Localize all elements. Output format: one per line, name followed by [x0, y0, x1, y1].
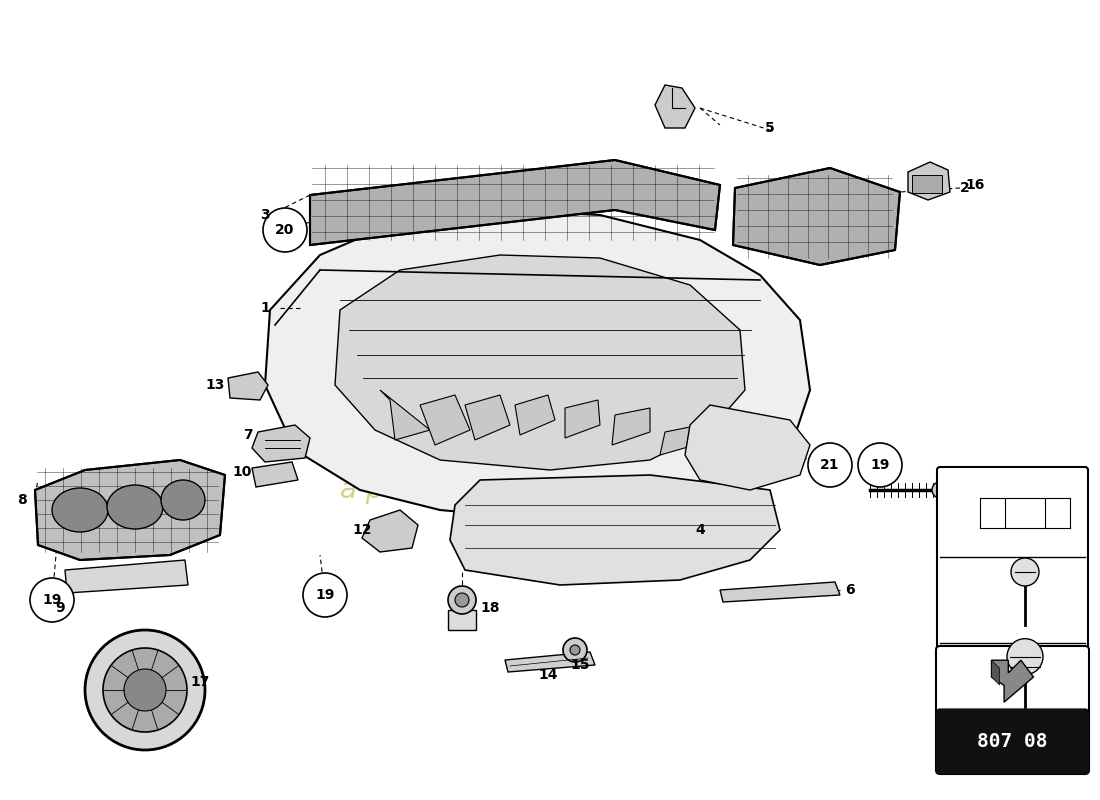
- Circle shape: [448, 586, 476, 614]
- Polygon shape: [310, 160, 720, 245]
- FancyBboxPatch shape: [912, 175, 942, 193]
- Polygon shape: [565, 400, 600, 438]
- Polygon shape: [720, 582, 840, 602]
- Polygon shape: [420, 395, 470, 445]
- Ellipse shape: [161, 480, 205, 520]
- Text: 7: 7: [243, 428, 253, 442]
- Text: 2: 2: [960, 181, 970, 195]
- Text: 807 08: 807 08: [977, 732, 1047, 750]
- Polygon shape: [685, 405, 810, 490]
- Polygon shape: [908, 162, 950, 200]
- Text: a passion for parts since 1985: a passion for parts since 1985: [340, 476, 760, 504]
- Circle shape: [263, 208, 307, 252]
- Text: euroParts: euroParts: [329, 351, 771, 429]
- Circle shape: [30, 578, 74, 622]
- Text: 14: 14: [538, 668, 558, 682]
- Text: 1: 1: [260, 301, 270, 315]
- Text: 8: 8: [18, 493, 26, 507]
- Circle shape: [302, 573, 346, 617]
- Polygon shape: [465, 395, 510, 440]
- Polygon shape: [252, 425, 310, 462]
- Circle shape: [85, 630, 205, 750]
- Text: 20: 20: [275, 223, 295, 237]
- Polygon shape: [450, 475, 780, 585]
- Circle shape: [858, 443, 902, 487]
- FancyBboxPatch shape: [937, 467, 1088, 733]
- Polygon shape: [991, 660, 1034, 702]
- Circle shape: [808, 443, 852, 487]
- Polygon shape: [505, 652, 595, 672]
- Circle shape: [570, 645, 580, 655]
- Ellipse shape: [52, 488, 108, 532]
- Ellipse shape: [107, 485, 163, 529]
- Text: 10: 10: [232, 465, 252, 479]
- Text: 19: 19: [870, 458, 890, 472]
- Circle shape: [124, 669, 166, 711]
- Polygon shape: [733, 168, 900, 265]
- Text: 3: 3: [261, 208, 270, 222]
- Text: 17: 17: [190, 675, 210, 689]
- Polygon shape: [379, 390, 430, 440]
- Text: 9: 9: [55, 601, 65, 615]
- Polygon shape: [65, 560, 188, 593]
- Text: 18: 18: [481, 601, 499, 615]
- Text: 21: 21: [821, 458, 839, 472]
- Circle shape: [1006, 638, 1043, 674]
- Polygon shape: [660, 425, 700, 455]
- Text: 13: 13: [206, 378, 224, 392]
- Polygon shape: [654, 85, 695, 128]
- Polygon shape: [448, 610, 476, 630]
- Text: 19: 19: [316, 588, 334, 602]
- Text: 4: 4: [695, 523, 705, 537]
- FancyBboxPatch shape: [936, 646, 1089, 774]
- Circle shape: [1011, 558, 1040, 586]
- Polygon shape: [265, 210, 810, 520]
- Text: 15: 15: [570, 658, 590, 672]
- FancyBboxPatch shape: [936, 709, 1089, 774]
- Bar: [940, 712, 1085, 770]
- Circle shape: [455, 593, 469, 607]
- Polygon shape: [35, 460, 226, 560]
- Polygon shape: [991, 660, 1000, 685]
- Polygon shape: [362, 510, 418, 552]
- Text: 19: 19: [949, 680, 967, 693]
- Circle shape: [103, 648, 187, 732]
- Polygon shape: [228, 372, 268, 400]
- Text: 11: 11: [966, 483, 984, 497]
- Polygon shape: [612, 408, 650, 445]
- Polygon shape: [515, 395, 556, 435]
- Text: 21: 21: [949, 507, 967, 520]
- Text: 19: 19: [42, 593, 62, 607]
- Polygon shape: [336, 255, 745, 470]
- Text: 6: 6: [845, 583, 855, 597]
- Text: 5: 5: [766, 121, 774, 135]
- Text: 12: 12: [352, 523, 372, 537]
- Text: 20: 20: [949, 594, 967, 606]
- Text: 16: 16: [966, 178, 984, 192]
- Circle shape: [563, 638, 587, 662]
- Circle shape: [932, 482, 948, 498]
- Polygon shape: [252, 462, 298, 487]
